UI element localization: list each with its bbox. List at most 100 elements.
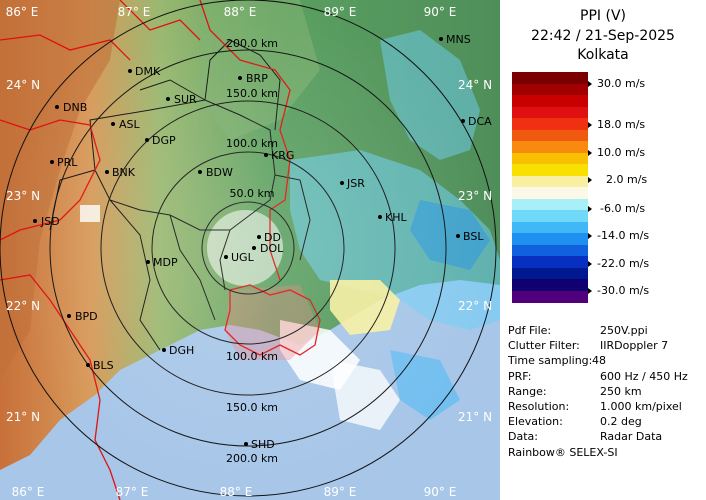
info-key: Resolution: (508, 400, 570, 413)
scale-band (512, 83, 588, 96)
station-mdp: MDP (153, 256, 178, 269)
info-key: Pdf File: (508, 324, 552, 337)
scale-band (512, 164, 588, 176)
legend-panel: PPI (V) 22:42 / 21-Sep-2025 Kolkata 30.0… (500, 0, 706, 500)
scale-label-10: 10.0 m/s (597, 146, 646, 159)
scale-band (512, 221, 588, 234)
scale-band (512, 118, 588, 130)
info-value: 250 km (600, 385, 642, 398)
info-value: 0.2 deg (600, 415, 642, 428)
scale-band (512, 256, 588, 268)
lon-bottom-89: 89° E (324, 485, 357, 499)
lon-top-90: 90° E (424, 5, 457, 19)
station-bsl: BSL (463, 230, 484, 243)
info-value: 600 Hz / 450 Hz (600, 370, 688, 383)
scale-band (512, 95, 588, 107)
scale-band (512, 267, 588, 280)
datetime-label: 22:42 / 21-Sep-2025 (531, 28, 675, 44)
info-value: IIRDoppler 7 (600, 339, 669, 352)
lon-top-86: 86° E (6, 5, 39, 19)
station-bls: BLS (93, 359, 114, 372)
info-key: Data: (508, 430, 538, 443)
lat-left-24: 24° N (6, 78, 40, 92)
lat-left-21: 21° N (6, 410, 40, 424)
lat-left-23: 23° N (6, 189, 40, 203)
info-value: 250V.ppi (600, 324, 648, 337)
station-asl: ASL (119, 118, 141, 131)
station-dmk: DMK (135, 65, 161, 78)
scale-band (512, 72, 588, 84)
info-key: Clutter Filter: (508, 339, 580, 352)
scale-band (512, 244, 588, 257)
station-bpd: BPD (75, 310, 98, 323)
lon-bottom-86: 86° E (12, 485, 45, 499)
lat-right-21: 21° N (458, 410, 492, 424)
station-shd: SHD (251, 438, 275, 451)
lat-left-22: 22° N (6, 299, 40, 313)
ring-label-150-south: 150.0 km (226, 401, 278, 414)
scale-band (512, 152, 588, 165)
station-mns: MNS (446, 33, 471, 46)
lon-bottom-88: 88° E (220, 485, 253, 499)
scale-band (512, 106, 588, 119)
scale-label-2: 2.0 m/s (606, 173, 648, 186)
velocity-color-scale (512, 72, 588, 303)
footer-credit: Rainbow® SELEX-SI (508, 446, 618, 459)
station-dol: DOL (260, 242, 284, 255)
scale-band (512, 233, 588, 245)
station-jsd: JSD (40, 215, 60, 228)
scale-band (512, 129, 588, 142)
lat-right-22: 22° N (458, 299, 492, 313)
ring-label-100-north: 100.0 km (226, 137, 278, 150)
scale-label-neg14: -14.0 m/s (597, 229, 650, 242)
info-value: 48 (592, 354, 606, 367)
scale-label-neg22: -22.0 m/s (597, 257, 650, 270)
station-bdw: BDW (206, 166, 233, 179)
lat-right-24: 24° N (458, 78, 492, 92)
lon-top-88: 88° E (224, 5, 257, 19)
ring-label-150-north: 150.0 km (226, 87, 278, 100)
info-key: Range: (508, 385, 547, 398)
scale-label-18: 18.0 m/s (597, 118, 646, 131)
scale-band (512, 175, 588, 188)
scale-band (512, 198, 588, 211)
station-bnk: BNK (112, 166, 136, 179)
scale-label-neg30: -30.0 m/s (597, 284, 650, 297)
station-dgp: DGP (152, 134, 176, 147)
scale-band (512, 210, 588, 222)
info-value: 1.000 km/pixel (600, 400, 682, 413)
ring-label-200-north: 200.0 km (226, 37, 278, 50)
station-sur: SUR (174, 93, 197, 106)
ring-label-100-south: 100.0 km (226, 350, 278, 363)
scale-band (512, 187, 588, 199)
lon-bottom-87: 87° E (116, 485, 149, 499)
station-brp: BRP (246, 72, 268, 85)
station-dd: DD (264, 231, 281, 244)
station-ugl: UGL (231, 251, 255, 264)
scale-label-30: 30.0 m/s (597, 77, 646, 90)
station-dca: DCA (468, 115, 492, 128)
info-key: Time sampling: (508, 354, 593, 367)
station-khl: KHL (385, 211, 407, 224)
info-key: Elevation: (508, 415, 563, 428)
info-value: Radar Data (600, 430, 663, 443)
scale-band (512, 290, 588, 303)
scale-label-neg6: -6.0 m/s (600, 202, 646, 215)
scale-band (512, 141, 588, 153)
lon-top-89: 89° E (324, 5, 357, 19)
ring-label-50-north: 50.0 km (229, 187, 274, 200)
station-dgh: DGH (169, 344, 194, 357)
lon-top-87: 87° E (118, 5, 151, 19)
ring-label-200-south: 200.0 km (226, 452, 278, 465)
lat-right-23: 23° N (458, 189, 492, 203)
info-key: PRF: (508, 370, 532, 383)
lon-bottom-90: 90° E (424, 485, 457, 499)
station-name: Kolkata (577, 47, 629, 63)
station-jsr: JSR (346, 177, 365, 190)
station-krg: KRG (271, 149, 294, 162)
station-prl: PRL (57, 156, 78, 169)
product-title: PPI (V) (580, 8, 626, 24)
scale-band (512, 279, 588, 291)
radar-map: 200.0 km 150.0 km 100.0 km 50.0 km 100.0… (0, 0, 500, 500)
station-dnb: DNB (63, 101, 87, 114)
